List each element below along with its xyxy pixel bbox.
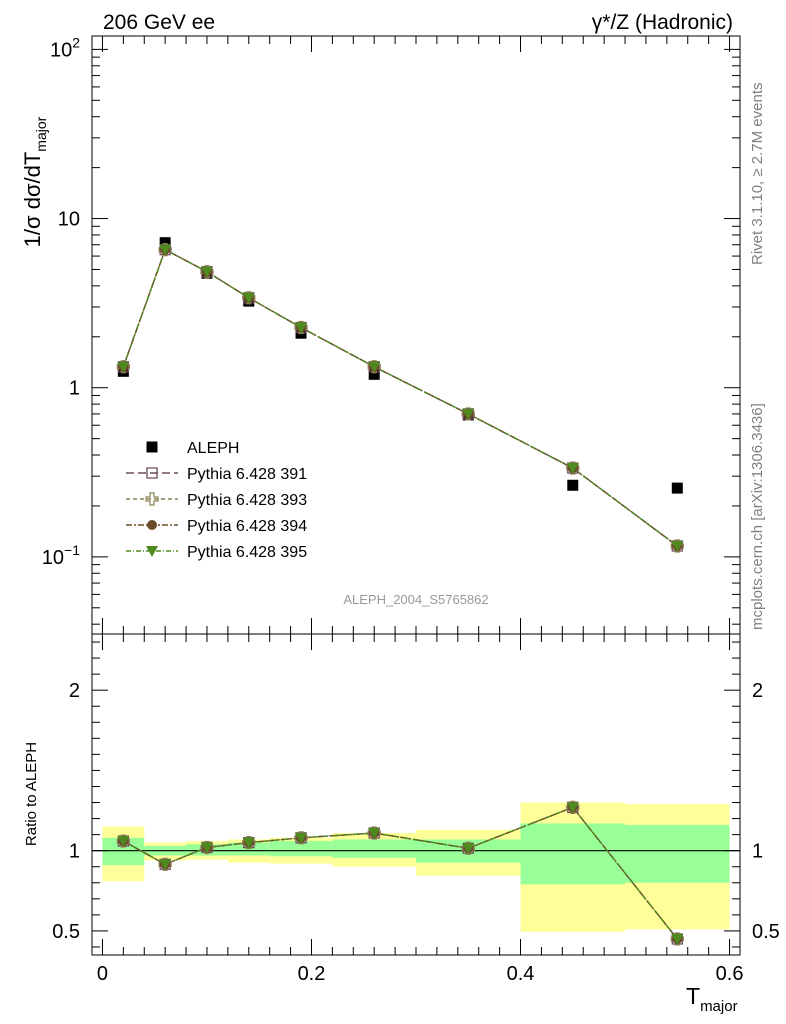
inner-uncertainty-band [269, 841, 333, 857]
ratio-point-4 [671, 933, 684, 945]
legend-label: ALEPH [187, 440, 239, 457]
svg-text:Tmajor: Tmajor [686, 983, 738, 1015]
header-right: γ*/Z (Hadronic) [592, 11, 733, 34]
ratio-point-4 [462, 843, 475, 855]
ratio-point-4 [200, 842, 213, 854]
ratio-y-tick-label-right: 1 [752, 841, 763, 863]
ratio-panel: 0.5 0.5 1 1 2 2 0 0.2 0.4 0.6 [52, 633, 780, 985]
header-left: 206 GeV ee [103, 11, 215, 34]
mc-point-4 [462, 408, 475, 420]
ratio-point-4 [295, 832, 308, 844]
y-tick-label: 1 [69, 378, 80, 400]
inner-uncertainty-band [625, 824, 730, 883]
ratio-y-axis-label: Ratio to ALEPH [23, 742, 40, 846]
ratio-y-tick-label-right: 2 [752, 680, 763, 702]
ratio-point-4 [159, 859, 172, 871]
x-axis-label: Tmajor [686, 983, 738, 1015]
x-tick-label: 0.2 [298, 963, 326, 985]
mc-point-4 [200, 266, 213, 278]
ratio-y-tick-label: 1 [69, 841, 80, 863]
data-point [159, 237, 171, 249]
main-panel: 10−1 1 10 102 ALEPH Pythia 6.428 391 Pythia 6… [42, 34, 741, 635]
legend-marker [146, 441, 158, 453]
legend-label: Pythia 6.428 393 [187, 492, 307, 509]
ratio-point-4 [242, 837, 255, 849]
ratio-point-4 [368, 828, 381, 840]
mcplots-side-label: mcplots.cern.ch [arXiv:1306.3436] [749, 403, 766, 630]
analysis-label: ALEPH_2004_S5765862 [343, 592, 488, 607]
legend-item: Pythia 6.428 395 [126, 544, 307, 561]
y-tick-label: 10−1 [42, 542, 80, 569]
y-tick-label: 102 [50, 34, 80, 61]
mc-point-4 [117, 361, 130, 373]
ratio-y-tick-label: 2 [69, 680, 80, 702]
legend-label: Pythia 6.428 394 [187, 518, 307, 535]
rivet-side-label: Rivet 3.1.10, ≥ 2.7M events [749, 83, 766, 266]
y-tick-label: 10 [58, 209, 80, 231]
x-tick-label: 0.6 [716, 963, 744, 985]
svg-text:Ratio to ALEPH: Ratio to ALEPH [23, 742, 40, 846]
mc-point-4 [242, 292, 255, 304]
legend-marker [146, 546, 158, 557]
legend-item: Pythia 6.428 393 [126, 492, 307, 509]
legend-label: Pythia 6.428 395 [187, 544, 307, 561]
data-point [567, 479, 579, 491]
inner-uncertainty-band [520, 823, 626, 885]
mc-point-4 [671, 540, 684, 552]
mc-point-4 [295, 322, 308, 334]
legend-label: Pythia 6.428 391 [187, 466, 307, 483]
legend-item: Pythia 6.428 391 [126, 466, 307, 483]
legend-item: Pythia 6.428 394 [126, 518, 307, 535]
ratio-y-tick-label: 0.5 [52, 921, 80, 943]
main-y-axis-label: 1/σ dσ/dTmajor [20, 116, 49, 247]
mc-point-4 [566, 463, 579, 475]
data-point [671, 482, 683, 494]
mc-point-4 [159, 244, 172, 256]
data-point [368, 368, 380, 380]
ratio-point-4 [566, 802, 579, 814]
inner-uncertainty-band [332, 839, 416, 858]
x-tick-label: 0.4 [507, 963, 535, 985]
legend-marker [147, 520, 157, 530]
svg-text:1/σ dσ/dTmajor: 1/σ dσ/dTmajor [20, 116, 49, 247]
x-tick-label: 0 [97, 963, 108, 985]
ratio-y-tick-label-right: 0.5 [752, 921, 780, 943]
legend-marker [145, 492, 159, 506]
mc-point-4 [368, 361, 381, 373]
legend-item: ALEPH [146, 440, 239, 457]
legend-marker [146, 467, 158, 479]
svg-text:Rivet 3.1.10, ≥ 2.7M events: Rivet 3.1.10, ≥ 2.7M events [749, 83, 766, 266]
svg-text:mcplots.cern.ch [arXiv:1306.34: mcplots.cern.ch [arXiv:1306.3436] [749, 403, 766, 630]
ratio-point-4 [117, 836, 130, 848]
